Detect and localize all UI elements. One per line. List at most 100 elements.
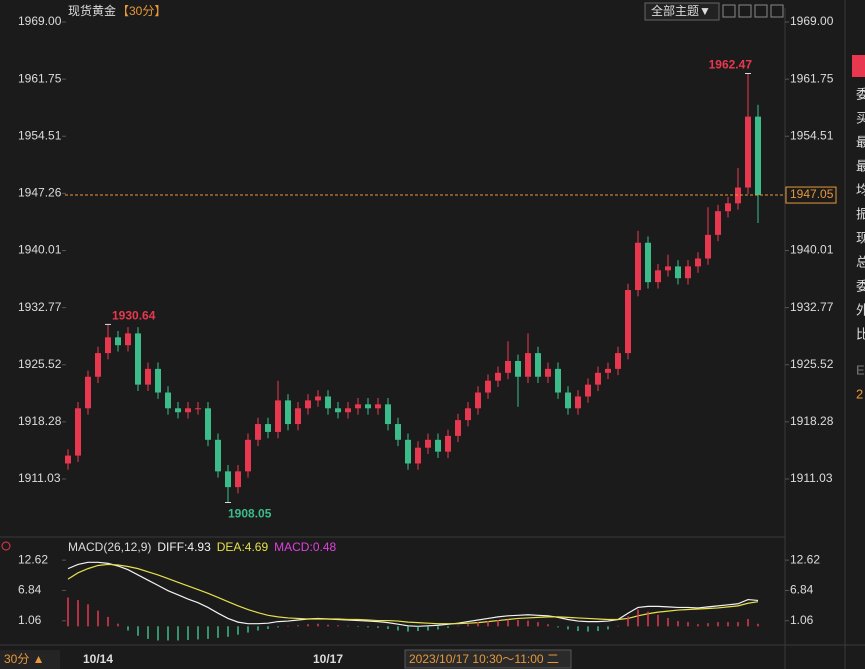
indicator-icon[interactable] — [1, 541, 11, 551]
candle-body — [485, 380, 491, 393]
chart-title: 现货黄金 — [68, 3, 116, 18]
candle-body — [565, 392, 571, 409]
side-label: 现 — [856, 230, 865, 245]
legend-value: 0.48 — [313, 540, 337, 554]
icon[interactable] — [754, 4, 768, 18]
theme-button-label[interactable]: 全部主题▼ — [651, 3, 711, 18]
candle-body — [455, 420, 461, 436]
candle-body — [115, 337, 121, 346]
candle-body — [155, 368, 161, 393]
candle-body — [745, 116, 751, 188]
period-tab[interactable] — [0, 650, 60, 669]
side-label: E — [856, 362, 865, 377]
candle-body — [665, 266, 671, 271]
candle-body — [505, 360, 511, 373]
candle-body — [605, 368, 611, 373]
candle-body — [205, 408, 211, 440]
icon[interactable] — [738, 4, 752, 18]
candle-body — [655, 270, 661, 283]
candle-body — [215, 439, 221, 472]
candle-body — [255, 424, 261, 440]
y-tick-label: 1911.03 — [790, 471, 833, 485]
y-tick-label: 1940.01 — [18, 243, 62, 257]
candle-body — [385, 404, 391, 425]
candle-body — [575, 396, 581, 409]
macd-title: MACD(26,12,9) — [68, 540, 151, 554]
candle-body — [595, 372, 601, 385]
time-box — [404, 649, 572, 669]
y-tick-label: 12.62 — [18, 552, 48, 566]
candle-body — [425, 439, 431, 448]
toolbar-icons[interactable] — [722, 4, 784, 18]
y-tick-label: 1932.77 — [790, 300, 834, 314]
legend-value: 4.69 — [245, 540, 269, 554]
y-tick-label: 1961.75 — [790, 71, 834, 85]
candle-body — [265, 424, 271, 432]
macd-line — [67, 561, 759, 627]
candle-body — [65, 455, 71, 464]
candle-body — [435, 439, 441, 452]
y-tick-label: 1.06 — [790, 613, 814, 627]
theme-button[interactable] — [644, 2, 720, 21]
candle-body — [645, 242, 651, 283]
legend-name: DIFF — [157, 540, 184, 554]
side-label: 外 — [856, 302, 865, 317]
y-tick-label: 1918.28 — [18, 414, 62, 428]
candle-body — [335, 408, 341, 413]
candle-body — [445, 435, 451, 452]
candle-body — [325, 396, 331, 409]
candle-body — [475, 392, 481, 409]
candle-body — [405, 439, 411, 464]
candle-body — [695, 258, 701, 267]
candle-body — [525, 353, 531, 377]
y-tick-label: 1969.00 — [790, 14, 834, 28]
candle-body — [165, 392, 171, 409]
candle-body — [135, 333, 141, 385]
period: 【30分】 — [117, 4, 166, 18]
y-tick-label: 1.06 — [18, 613, 42, 627]
candle-body — [495, 372, 501, 381]
candle-body — [345, 408, 351, 413]
side-label: 2 — [856, 386, 863, 401]
candle-body — [225, 471, 231, 488]
y-tick-label: 1940.01 — [790, 243, 834, 257]
side-marker — [852, 55, 865, 77]
y-tick-label: 1954.51 — [18, 128, 62, 142]
y-tick-label: 1954.51 — [790, 128, 834, 142]
candle-body — [195, 408, 201, 410]
candle-body — [235, 471, 241, 488]
candle-body — [635, 242, 641, 291]
side-label: 总 — [856, 254, 865, 269]
candle-body — [245, 439, 251, 472]
candle-body — [715, 211, 721, 235]
y-tick-label: 6.84 — [790, 583, 814, 597]
candle-body — [95, 353, 101, 377]
candle-body — [175, 408, 181, 413]
candle-body — [625, 290, 631, 354]
candle-body — [685, 266, 691, 279]
candle-body — [85, 376, 91, 409]
candle-body — [375, 404, 381, 409]
candle-body — [725, 203, 731, 212]
icon[interactable] — [770, 4, 784, 18]
side-label: 买 — [856, 110, 865, 125]
legend-sep: : — [309, 540, 312, 554]
candle-body — [275, 400, 281, 432]
candle-body — [305, 400, 311, 409]
time-label: 2023/10/17 10:30～11:00 二 — [409, 652, 559, 666]
x-tick-label: 10/17 — [313, 652, 343, 666]
candle-body — [285, 400, 291, 425]
period-tab-label[interactable]: 30分 ▲ — [4, 652, 45, 666]
candle-body — [415, 447, 421, 464]
icon[interactable] — [722, 4, 736, 18]
side-label: 比 — [856, 326, 865, 341]
macd-line — [67, 563, 759, 625]
x-tick-label: 10/14 — [83, 652, 113, 666]
candle-body — [755, 116, 761, 196]
candle-body — [355, 404, 361, 409]
candle-body — [465, 408, 471, 421]
candle-body — [365, 404, 371, 409]
